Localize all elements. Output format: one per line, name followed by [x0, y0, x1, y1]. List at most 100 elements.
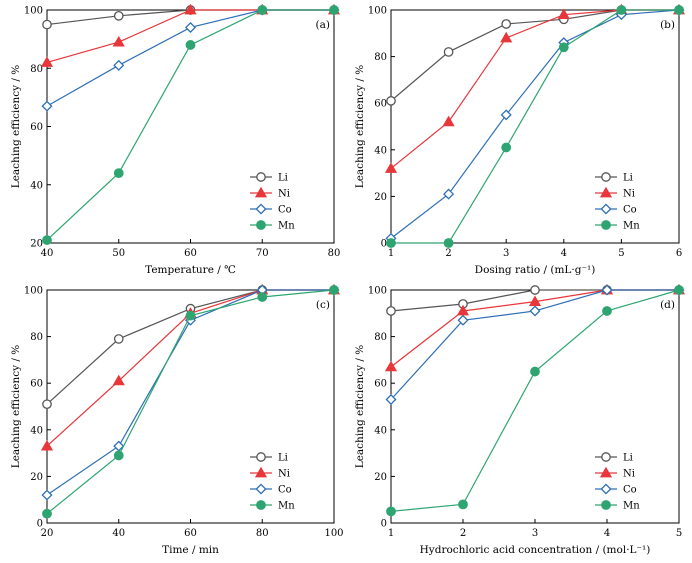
panel-a-point-mn	[185, 40, 196, 50]
panel-d-legend-label-mn: Mn	[623, 501, 640, 512]
panel-d-ytick-label: 40	[374, 425, 387, 436]
panel-c-series-li	[42, 285, 339, 410]
panel-b-point-mn	[501, 142, 512, 153]
panel-c-point-ni	[112, 374, 125, 386]
panel-d-ytick-label: 20	[374, 472, 387, 483]
panel-b-legend-label-co: Co	[623, 205, 637, 216]
panel-d-xtick-label: 2	[460, 528, 466, 539]
panel-b-point-co	[500, 109, 512, 121]
panel-c-ytick-label: 20	[30, 472, 43, 483]
panel-a-ytick-label: 20	[30, 239, 43, 250]
panel-a-container: (a) Temperature / ℃ Leaching efficiency …	[10, 19, 330, 276]
panel-b-series-li	[386, 5, 684, 106]
panel-d-legend-label-co: Co	[623, 485, 637, 496]
panel-b-point-ni	[500, 31, 513, 43]
panel-b-line-li	[390, 9, 679, 102]
panel-b-point-li	[443, 47, 454, 57]
panel-c-ytick-label: 40	[30, 425, 43, 436]
panel-d-legend-marker-co	[600, 483, 612, 495]
panel-b-ylabel: Leaching efficiency / %	[354, 65, 366, 189]
panel-a-point-co	[113, 59, 125, 71]
panel-d-legend-marker-mn	[601, 500, 611, 510]
panel-a-legend-marker-ni	[254, 186, 268, 198]
panel-b-xtick-label: 2	[445, 248, 451, 259]
panel-d-point-co	[385, 393, 397, 406]
panel-d-tag: (d)	[660, 299, 675, 311]
panel-b-point-co	[443, 188, 455, 200]
panel-a-ytick-label: 100	[24, 6, 43, 17]
panel-b-ytick-label: 60	[374, 99, 387, 110]
panel-d-point-co	[601, 284, 613, 296]
panel-b-xtick-label: 1	[388, 248, 394, 259]
panel-a-ytick-label: 40	[30, 180, 43, 191]
panel-a-point-mn	[329, 5, 339, 15]
panel-c-series-mn	[42, 285, 339, 519]
panel-d-point-co	[529, 305, 541, 317]
panel-c-point-mn	[257, 292, 268, 302]
panel-d-xtick-label: 1	[388, 528, 394, 539]
panel-d-point-mn	[674, 285, 684, 295]
panel-a-point-mn	[257, 5, 268, 15]
panel-a-series-mn	[42, 5, 339, 245]
panel-c-point-mn	[42, 508, 52, 519]
panel-b-ytick-label: 0	[381, 239, 387, 250]
panel-c-xlabel: Time / min	[162, 544, 219, 556]
panel-c-point-mn	[113, 450, 124, 461]
panel-a-legend: Li Ni Co Mn	[250, 172, 295, 232]
panel-b-point-ni	[384, 162, 398, 173]
panel-c-legend-label-mn: Mn	[278, 501, 295, 512]
panel-c-legend-marker-li	[256, 452, 266, 462]
panel-a-point-mn	[113, 168, 124, 179]
panel-a-series-ni	[40, 3, 341, 67]
panel-b-point-ni	[442, 115, 455, 127]
panel-a-point-li	[42, 19, 52, 30]
panel-d-plot: 1 2 3 4 5 0 20 40 60 80 100 Li Ni Co Mn	[368, 283, 686, 539]
panel-b-legend-label-li: Li	[623, 173, 633, 184]
panel-d-ytick-label: 60	[374, 379, 387, 390]
panel-d-legend-label-ni: Ni	[623, 469, 635, 480]
panel-b-point-ni	[557, 8, 570, 20]
panel-d-xtick-label: 5	[676, 528, 682, 539]
panel-a-legend-marker-mn	[256, 220, 266, 230]
panel-b-ytick-label: 100	[368, 6, 387, 17]
panel-c-tag: (c)	[316, 299, 330, 311]
panel-b-ytick-label: 20	[374, 192, 387, 203]
panel-b-xtick-label: 6	[676, 248, 682, 259]
panel-c-point-mn	[329, 285, 339, 295]
panel-a-legend-marker-co	[255, 203, 267, 215]
panel-b-point-mn	[616, 5, 627, 15]
panel-d-line-mn	[390, 289, 680, 512]
panel-d-legend: Li Ni Co Mn	[595, 452, 640, 512]
panel-a-xtick-label: 80	[328, 248, 341, 259]
panel-b-point-mn	[558, 42, 569, 53]
panel-d-legend-label-li: Li	[623, 453, 633, 464]
panel-c-series-ni	[40, 283, 341, 451]
panel-d-point-mn	[458, 499, 468, 510]
panel-a-legend-label-li: Li	[278, 173, 288, 184]
panel-c-ytick-label: 60	[30, 379, 43, 390]
panel-c-legend-label-ni: Ni	[278, 469, 290, 480]
panel-b-tag: (b)	[660, 19, 675, 31]
panel-b-line-ni	[390, 9, 679, 169]
panel-b-legend: Li Ni Co Mn	[595, 172, 640, 232]
panel-b-legend-label-ni: Ni	[623, 189, 635, 200]
panel-c-legend-marker-mn	[256, 500, 266, 510]
panel-a-point-ni	[184, 3, 197, 15]
panel-a-point-co	[184, 21, 197, 33]
panel-a-point-ni	[112, 35, 125, 47]
panel-c-point-li	[113, 334, 124, 344]
panel-a-legend-label-mn: Mn	[278, 221, 295, 232]
panel-d-point-li	[386, 306, 396, 316]
panel-b-legend-marker-li	[601, 172, 611, 182]
panel-d-series-ni	[384, 283, 686, 372]
panel-a-legend-label-co: Co	[278, 205, 292, 216]
panel-b-frame	[390, 9, 680, 244]
panel-c-legend-marker-ni	[254, 466, 268, 478]
panel-c-container: (c) Time / min Leaching efficiency / %	[10, 299, 330, 556]
panel-b-legend-marker-co	[600, 203, 612, 215]
panel-d-ylabel: Leaching efficiency / %	[354, 345, 366, 469]
panel-d-ytick-label: 100	[368, 286, 387, 297]
panel-c-xtick-label: 100	[324, 528, 343, 539]
